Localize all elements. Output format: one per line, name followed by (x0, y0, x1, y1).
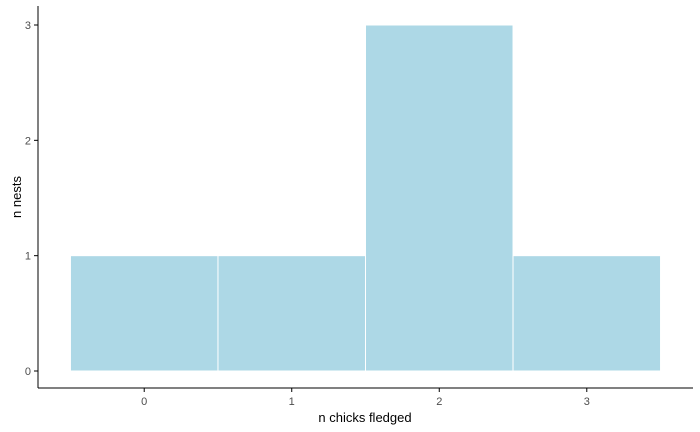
bar-0 (69, 255, 219, 372)
x-tick-label-1: 1 (289, 396, 295, 408)
x-tick-label-3: 3 (584, 396, 590, 408)
y-ticks-group: 0 1 2 3 (25, 20, 38, 378)
bar-3 (512, 255, 662, 372)
x-ticks-group: 0 1 2 3 (141, 388, 590, 408)
bar-2 (365, 24, 514, 372)
x-tick-label-0: 0 (141, 396, 147, 408)
y-tick-label-3: 3 (25, 20, 31, 32)
bars-group (69, 24, 662, 372)
y-tick-label-0: 0 (25, 366, 31, 378)
y-tick-label-2: 2 (25, 135, 31, 147)
x-axis-title: n chicks fledged (318, 410, 411, 425)
y-tick-label-1: 1 (25, 251, 31, 263)
y-axis-title: n nests (9, 176, 24, 218)
x-tick-label-2: 2 (436, 396, 442, 408)
bar-1 (217, 255, 366, 372)
